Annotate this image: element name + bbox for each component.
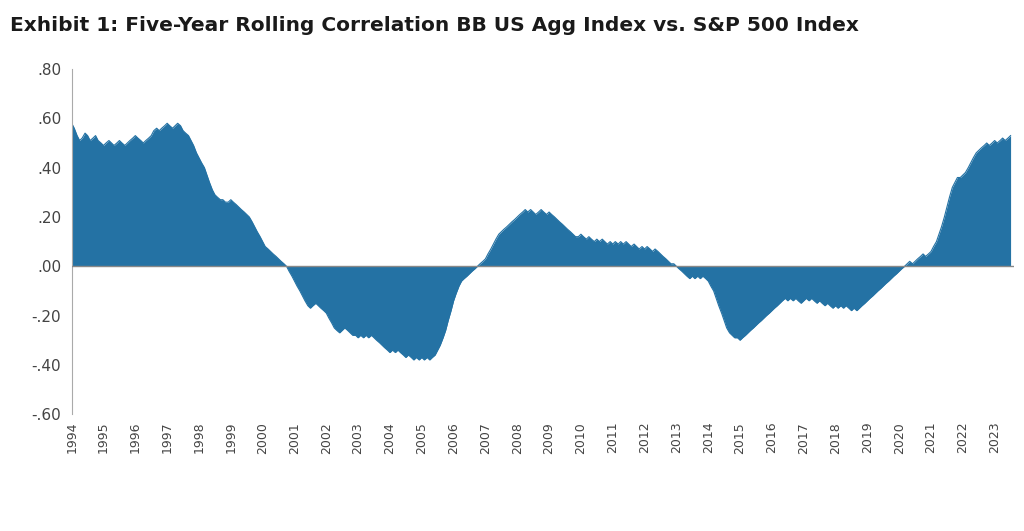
Text: Exhibit 1: Five-Year Rolling Correlation BB US Agg Index vs. S&P 500 Index: Exhibit 1: Five-Year Rolling Correlation… [10,16,859,35]
